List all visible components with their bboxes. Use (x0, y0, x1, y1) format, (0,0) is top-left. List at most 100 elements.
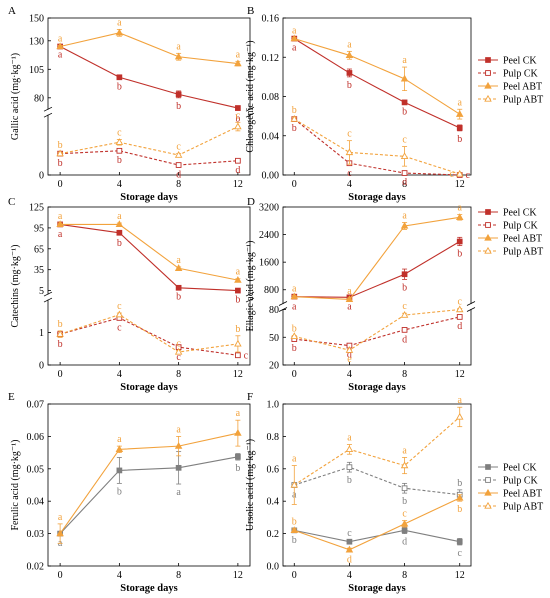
significance-letter: b (402, 106, 407, 117)
legend-label: Peel CK (503, 463, 537, 474)
significance-letter: b (235, 294, 240, 305)
axis-break-mark (43, 291, 53, 297)
axis-break-mark (466, 301, 476, 306)
series-line (294, 38, 461, 115)
y-tick-label: 80 (34, 93, 44, 104)
data-point (235, 105, 241, 111)
significance-letter: a (176, 487, 181, 498)
legend-marker (484, 94, 492, 102)
significance-letter: c (176, 352, 181, 363)
y-tick-label: 0 (39, 361, 44, 372)
series-line (294, 308, 460, 351)
data-point (116, 229, 123, 236)
series-line (294, 529, 460, 543)
data-point (115, 310, 124, 318)
axis-break-mark (43, 112, 53, 118)
series-peel-ck: a b b b (57, 43, 241, 124)
y-tick-label: 0.4 (267, 497, 280, 508)
series-pulp-ck: bcc c (57, 315, 249, 363)
y-tick-label: 0.05 (27, 464, 45, 475)
significance-letter: a (292, 283, 297, 294)
y-tick-label: 0.04 (27, 497, 45, 508)
significance-letter: b (58, 319, 63, 330)
plot-frame (282, 403, 472, 567)
significance-letter: b (117, 238, 122, 249)
significance-letter: c (449, 169, 454, 180)
data-point (290, 526, 299, 534)
significance-letter: d (235, 165, 240, 176)
series-line (294, 216, 460, 300)
data-point (290, 292, 299, 300)
x-tick-label: 8 (402, 369, 407, 380)
data-point (235, 157, 241, 164)
series-line (294, 241, 461, 298)
legend: Peel CK Pulp CK Peel ABT Pulp ABT (478, 463, 543, 513)
axis-break-mark (278, 301, 288, 306)
data-point (345, 445, 354, 453)
y-tick-label: 0.04 (262, 131, 280, 142)
series-line (59, 317, 238, 356)
legend-label: Peel CK (503, 56, 537, 67)
legend-label: Pulp CK (503, 69, 539, 80)
significance-letter: c (457, 548, 462, 559)
legend-label: Peel CK (503, 208, 537, 219)
significance-letter: c (117, 323, 122, 334)
significance-letter: a (117, 434, 122, 445)
series-line (59, 32, 238, 65)
x-tick-label: 12 (455, 369, 465, 380)
x-tick-label: 0 (58, 570, 63, 581)
significance-letter: a (236, 267, 241, 278)
data-point (346, 70, 353, 76)
data-point (456, 314, 463, 320)
data-point (175, 464, 182, 471)
x-tick-label: 4 (347, 369, 352, 380)
y-tick-label: 1.0 (267, 400, 280, 411)
axis-break-mark (43, 106, 53, 112)
y-tick-label: 0.0 (267, 562, 280, 573)
x-tick-label: 12 (455, 179, 465, 190)
series-pulp-abt: a a a a (290, 395, 464, 505)
axis-break-mark (245, 106, 255, 112)
plot-frame (282, 206, 472, 366)
axis-break-mark (466, 307, 476, 312)
data-point (346, 538, 353, 545)
series-peel-abt: a a a a (290, 203, 464, 303)
significance-letter: a (176, 255, 181, 266)
y-tick-label: 800 (264, 285, 279, 296)
y-tick-label: 150 (29, 14, 44, 25)
data-point (56, 149, 64, 157)
significance-letter: b (176, 101, 181, 112)
y-tick-label: 0.2 (267, 529, 280, 540)
significance-letter: a (292, 454, 297, 465)
significance-letter: b (457, 134, 462, 145)
y-tick-label: 1600 (259, 258, 279, 269)
x-tick-label: 0 (292, 570, 297, 581)
x-axis-title: Storage days (120, 192, 177, 203)
data-point (115, 445, 124, 453)
significance-letter: d (402, 537, 407, 548)
x-tick-label: 8 (176, 369, 181, 380)
significance-letter: a (58, 50, 63, 61)
y-tick-label: 0.16 (262, 14, 280, 25)
significance-letter: b (457, 249, 462, 260)
significance-letter: c (347, 168, 352, 179)
axis-break-mark (245, 291, 255, 297)
series-line (60, 150, 238, 166)
legend-label: Pulp CK (503, 221, 539, 232)
legend-marker (485, 70, 491, 76)
data-point (455, 169, 464, 177)
significance-letter: c (117, 127, 122, 138)
legend-marker (484, 81, 492, 89)
series-pulp-abt: b e c c (290, 297, 464, 365)
x-tick-label: 8 (402, 179, 407, 190)
y-tick-label: 105 (29, 65, 44, 76)
significance-letter: b (292, 323, 297, 334)
axis-break-mark (245, 112, 255, 118)
y-tick-label: 130 (29, 36, 44, 47)
significance-letter: a (347, 433, 352, 444)
significance-letter: b (235, 324, 240, 335)
y-tick-label: 0.06 (27, 432, 45, 443)
x-tick-label: 4 (117, 570, 122, 581)
significance-letter: d (402, 335, 407, 346)
series-peel-ck: b c d c (291, 526, 463, 559)
